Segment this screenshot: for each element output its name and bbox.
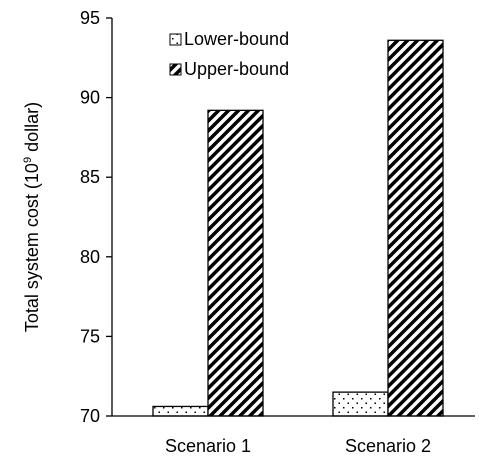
bar-upper-bound (207, 109, 264, 417)
y-tick-label: 70 (80, 406, 100, 426)
y-tick-label: 80 (80, 247, 100, 267)
y-tick-label: 85 (80, 167, 100, 187)
legend-swatch-lower-bound (169, 33, 182, 46)
x-tick-labels: Scenario 1 Scenario 2 (165, 436, 431, 456)
y-axis-label: Total system cost (109 dollar) (22, 102, 42, 332)
y-tick-label: 90 (80, 88, 100, 108)
legend: Lower-bound Upper-bound (169, 29, 289, 79)
legend-label: Lower-bound (184, 29, 289, 49)
bar-lower-bound (152, 405, 209, 417)
bar-lower-bound (332, 391, 389, 417)
y-tick-label: 95 (80, 8, 100, 28)
bars (152, 39, 444, 417)
bar-upper-bound (387, 39, 444, 417)
legend-swatch-upper-bound (169, 63, 182, 76)
legend-label: Upper-bound (184, 59, 289, 79)
x-tick-label: Scenario 1 (165, 436, 251, 456)
y-axis-ticks: 70 75 80 85 90 95 (80, 8, 112, 426)
y-tick-label: 75 (80, 326, 100, 346)
x-tick-label: Scenario 2 (345, 436, 431, 456)
